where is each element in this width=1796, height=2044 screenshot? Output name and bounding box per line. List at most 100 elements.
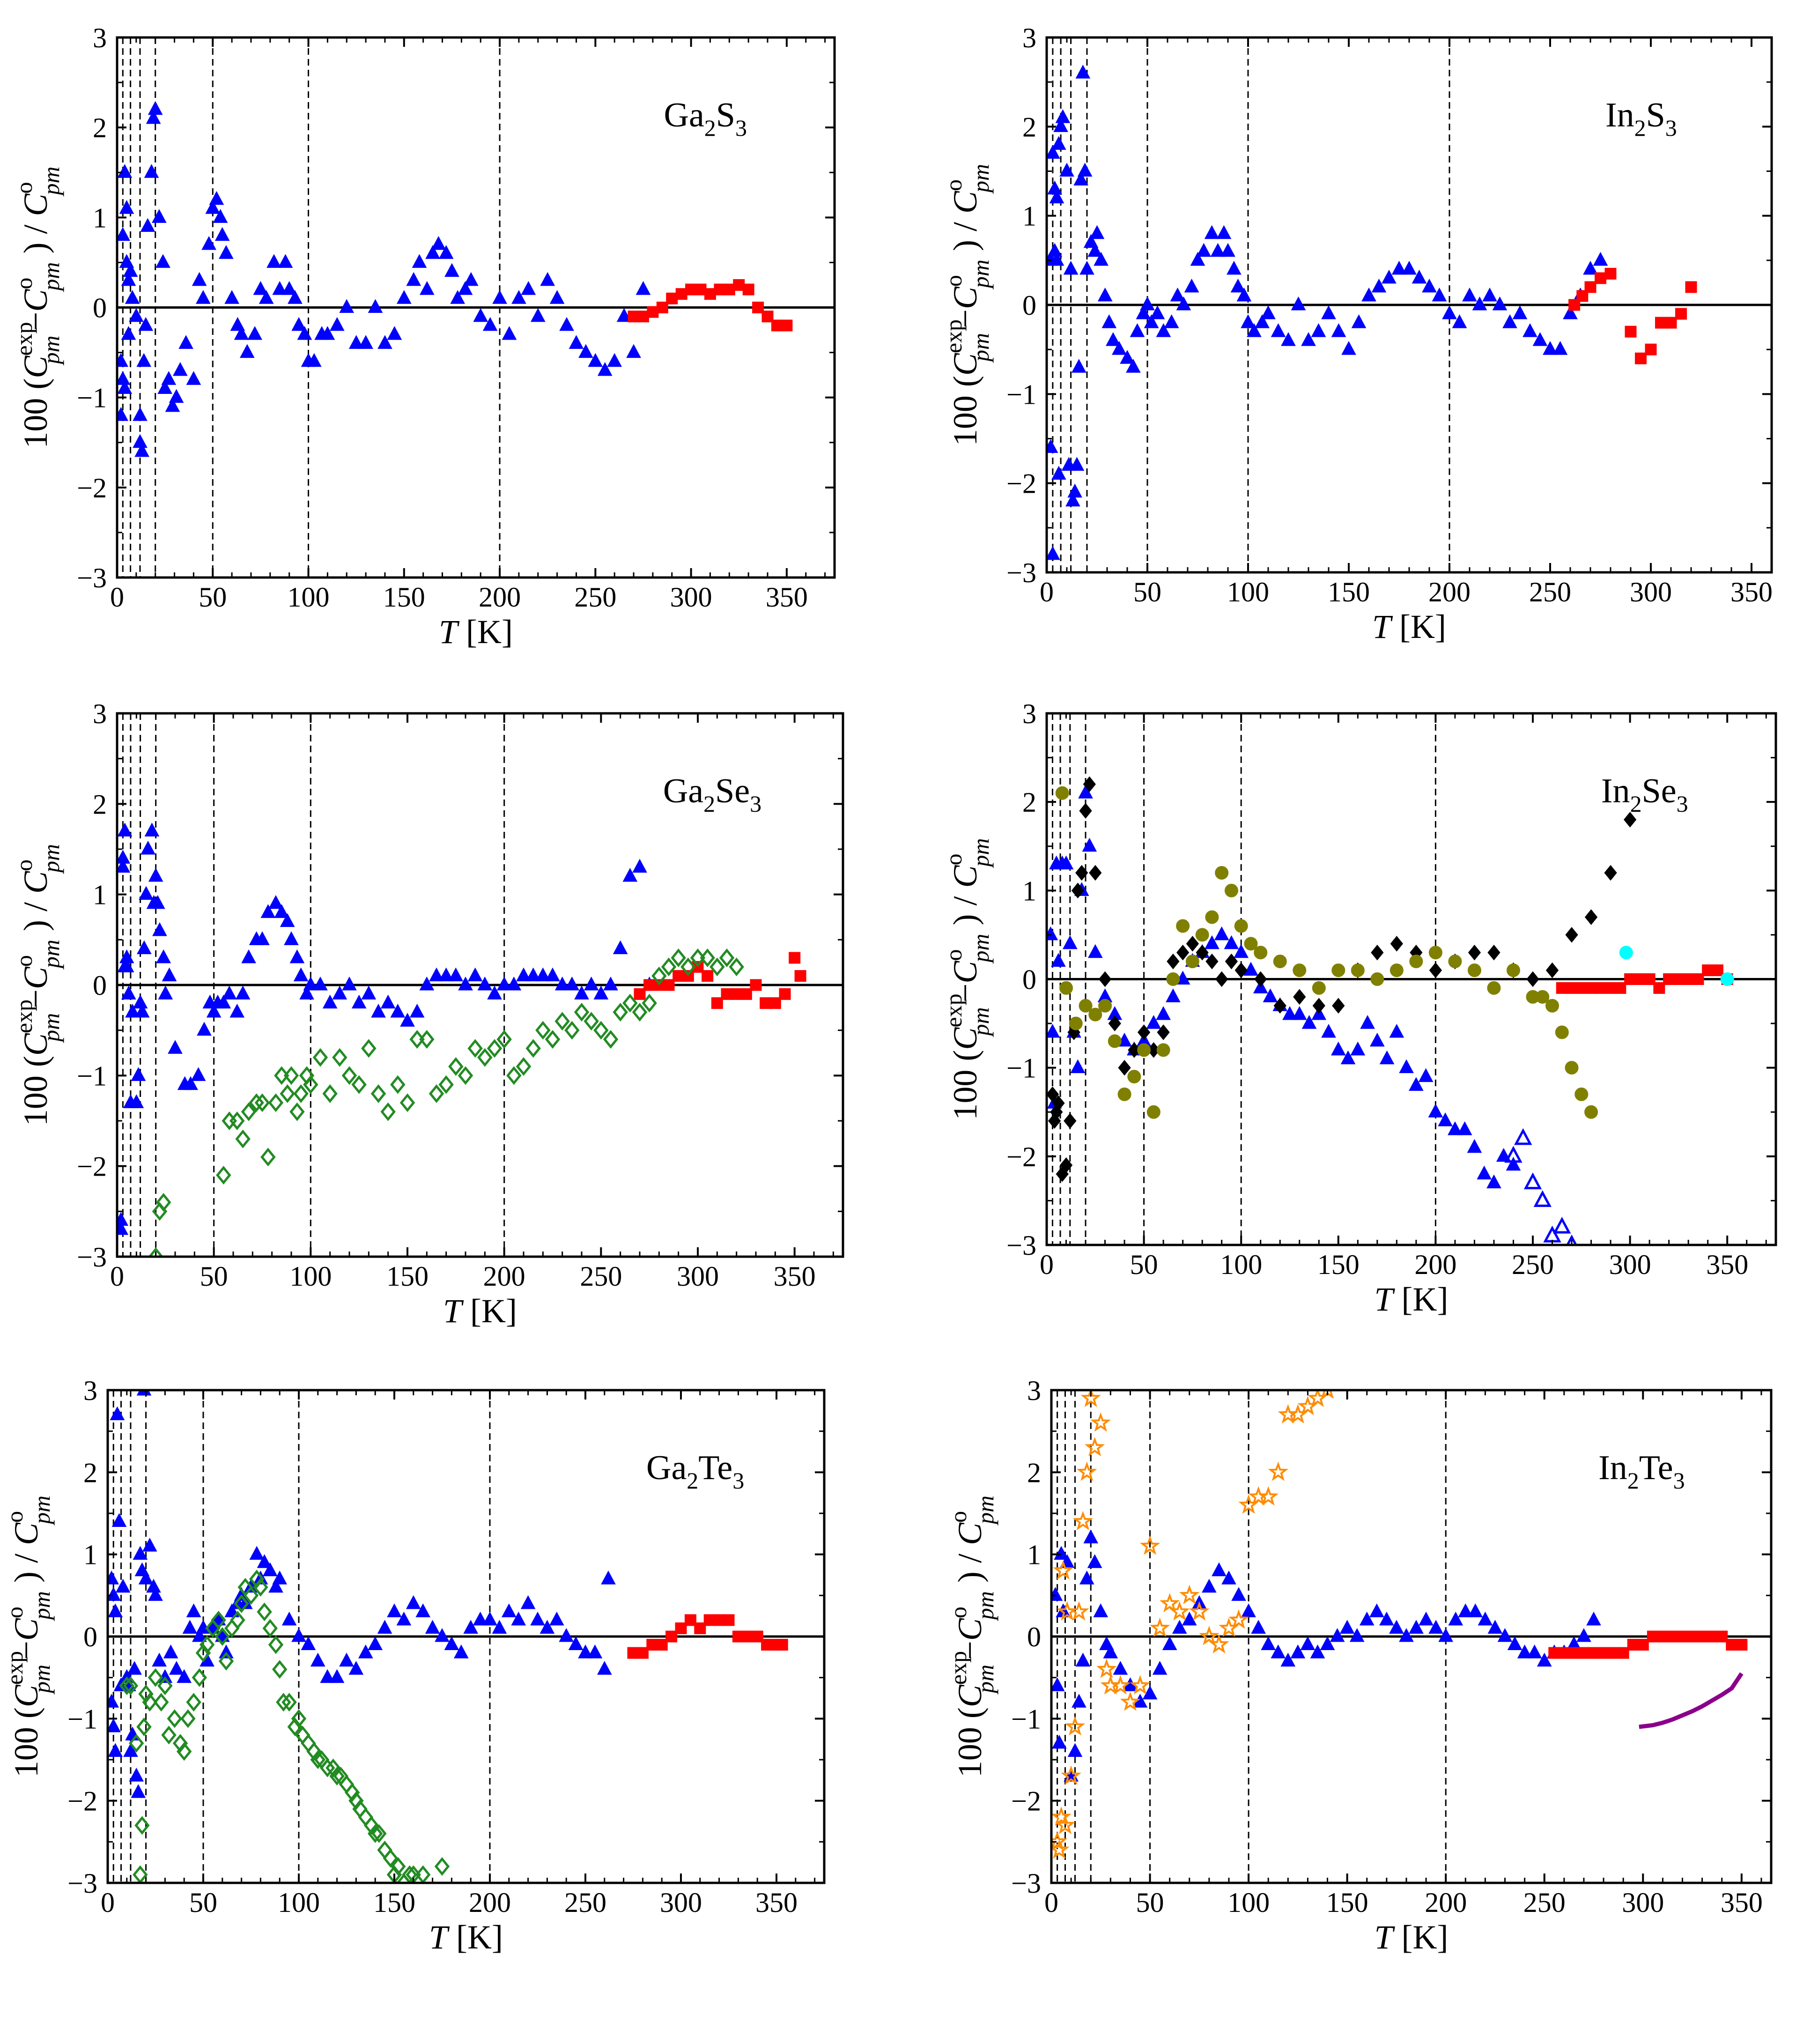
figure: 0 50 100 150 200 250 300 350−3−2−10123T [K]100 … — [0, 0, 1796, 2044]
data-point — [1667, 1631, 1678, 1642]
x-axis-label: T [K] — [1372, 608, 1446, 645]
data-point — [1390, 964, 1403, 977]
x-tick-label: 150 — [1317, 1249, 1360, 1280]
data-point — [1676, 308, 1687, 319]
y-tick-label: −3 — [67, 1868, 97, 1899]
data-point — [1118, 1088, 1131, 1101]
y-tick-label: 3 — [1027, 1375, 1041, 1406]
data-point — [1687, 1631, 1698, 1642]
y-tick-label: −3 — [1006, 1230, 1036, 1261]
x-tick-label: 300 — [670, 582, 712, 613]
x-tick-label: 0 — [1040, 577, 1054, 607]
panel-title: In2Te3 — [1598, 1449, 1685, 1494]
x-tick-label: 150 — [386, 1261, 429, 1292]
x-tick-label: 50 — [1133, 577, 1161, 607]
y-tick-label: 2 — [93, 789, 107, 820]
y-tick-label: 1 — [1027, 1540, 1041, 1570]
data-point — [1588, 1647, 1599, 1659]
data-point — [1645, 344, 1656, 355]
data-point — [1625, 326, 1636, 337]
y-tick-label: −3 — [1006, 557, 1036, 588]
x-axis-label: T [K] — [443, 1292, 517, 1330]
data-point — [1546, 999, 1559, 1012]
data-point — [1647, 1631, 1658, 1642]
data-point — [1598, 1647, 1609, 1659]
data-point — [1568, 1647, 1580, 1659]
x-tick-label: 250 — [580, 1261, 622, 1292]
data-point — [1721, 973, 1734, 986]
data-point — [789, 952, 800, 963]
x-tick-label: 300 — [660, 1887, 702, 1918]
x-tick-label: 100 — [1227, 577, 1269, 607]
data-point — [1332, 964, 1345, 977]
y-tick-label: 1 — [1022, 875, 1036, 906]
data-point — [723, 1614, 734, 1626]
y-tick-label: 0 — [83, 1622, 97, 1652]
data-point — [1147, 1105, 1160, 1118]
data-point — [1635, 353, 1647, 364]
y-tick-label: −1 — [77, 1060, 107, 1091]
x-tick-label: 250 — [564, 1887, 606, 1918]
x-tick-label: 0 — [110, 582, 124, 613]
x-tick-label: 150 — [383, 582, 425, 613]
x-tick-label: 100 — [1220, 1249, 1262, 1280]
y-tick-label: 1 — [93, 202, 107, 233]
y-tick-label: −3 — [77, 563, 107, 593]
data-point — [1685, 281, 1697, 293]
y-tick-label: 2 — [1022, 787, 1036, 818]
data-point — [1429, 946, 1442, 959]
data-point — [1716, 1631, 1728, 1642]
x-axis-label: T [K] — [1375, 1918, 1449, 1956]
data-point — [1736, 1639, 1747, 1651]
y-tick-label: −1 — [1006, 1053, 1036, 1084]
data-point — [1196, 928, 1209, 941]
data-point — [1128, 1070, 1141, 1083]
y-tick-label: 3 — [83, 1375, 97, 1406]
data-point — [1549, 1647, 1560, 1659]
y-tick-label: −1 — [1011, 1703, 1041, 1734]
y-tick-label: 3 — [93, 22, 107, 53]
data-point — [1578, 1647, 1589, 1659]
data-point — [779, 988, 791, 1000]
y-tick-label: 2 — [83, 1457, 97, 1488]
data-point — [1707, 1631, 1718, 1642]
y-tick-label: 0 — [1022, 290, 1036, 321]
x-tick-label: 150 — [373, 1887, 415, 1918]
x-tick-label: 100 — [289, 1261, 332, 1292]
data-point — [1060, 981, 1073, 994]
x-tick-label: 300 — [1622, 1887, 1664, 1918]
data-point — [1099, 999, 1112, 1012]
data-point — [1608, 1647, 1619, 1659]
x-tick-label: 0 — [101, 1887, 115, 1918]
x-tick-label: 0 — [110, 1261, 124, 1292]
y-tick-label: 1 — [1022, 201, 1036, 232]
y-tick-label: −2 — [77, 473, 107, 504]
y-tick-label: −2 — [67, 1786, 97, 1817]
data-point — [1585, 281, 1596, 293]
data-point — [1234, 919, 1248, 933]
x-tick-label: 200 — [1428, 577, 1471, 607]
data-point — [1618, 1647, 1629, 1659]
x-tick-label: 250 — [574, 582, 616, 613]
data-point — [776, 1639, 788, 1651]
data-point — [1167, 973, 1180, 986]
data-point — [1176, 919, 1190, 933]
x-tick-label: 50 — [1130, 1249, 1158, 1280]
data-point — [1254, 946, 1267, 959]
y-tick-label: 1 — [83, 1540, 97, 1570]
x-tick-label: 150 — [1328, 577, 1370, 607]
data-point — [1637, 1639, 1648, 1651]
y-tick-label: 2 — [1022, 111, 1036, 142]
y-tick-label: 0 — [1022, 964, 1036, 995]
x-tick-label: 250 — [1529, 577, 1571, 607]
x-tick-label: 300 — [677, 1261, 719, 1292]
data-point — [1215, 866, 1228, 880]
x-tick-label: 50 — [1136, 1887, 1164, 1918]
y-tick-label: 3 — [1022, 22, 1036, 53]
data-point — [1069, 1017, 1082, 1030]
data-point — [743, 284, 754, 295]
data-point — [1507, 964, 1520, 977]
x-tick-label: 350 — [1706, 1249, 1748, 1280]
data-point — [1565, 1061, 1578, 1074]
x-tick-label: 50 — [199, 582, 227, 613]
